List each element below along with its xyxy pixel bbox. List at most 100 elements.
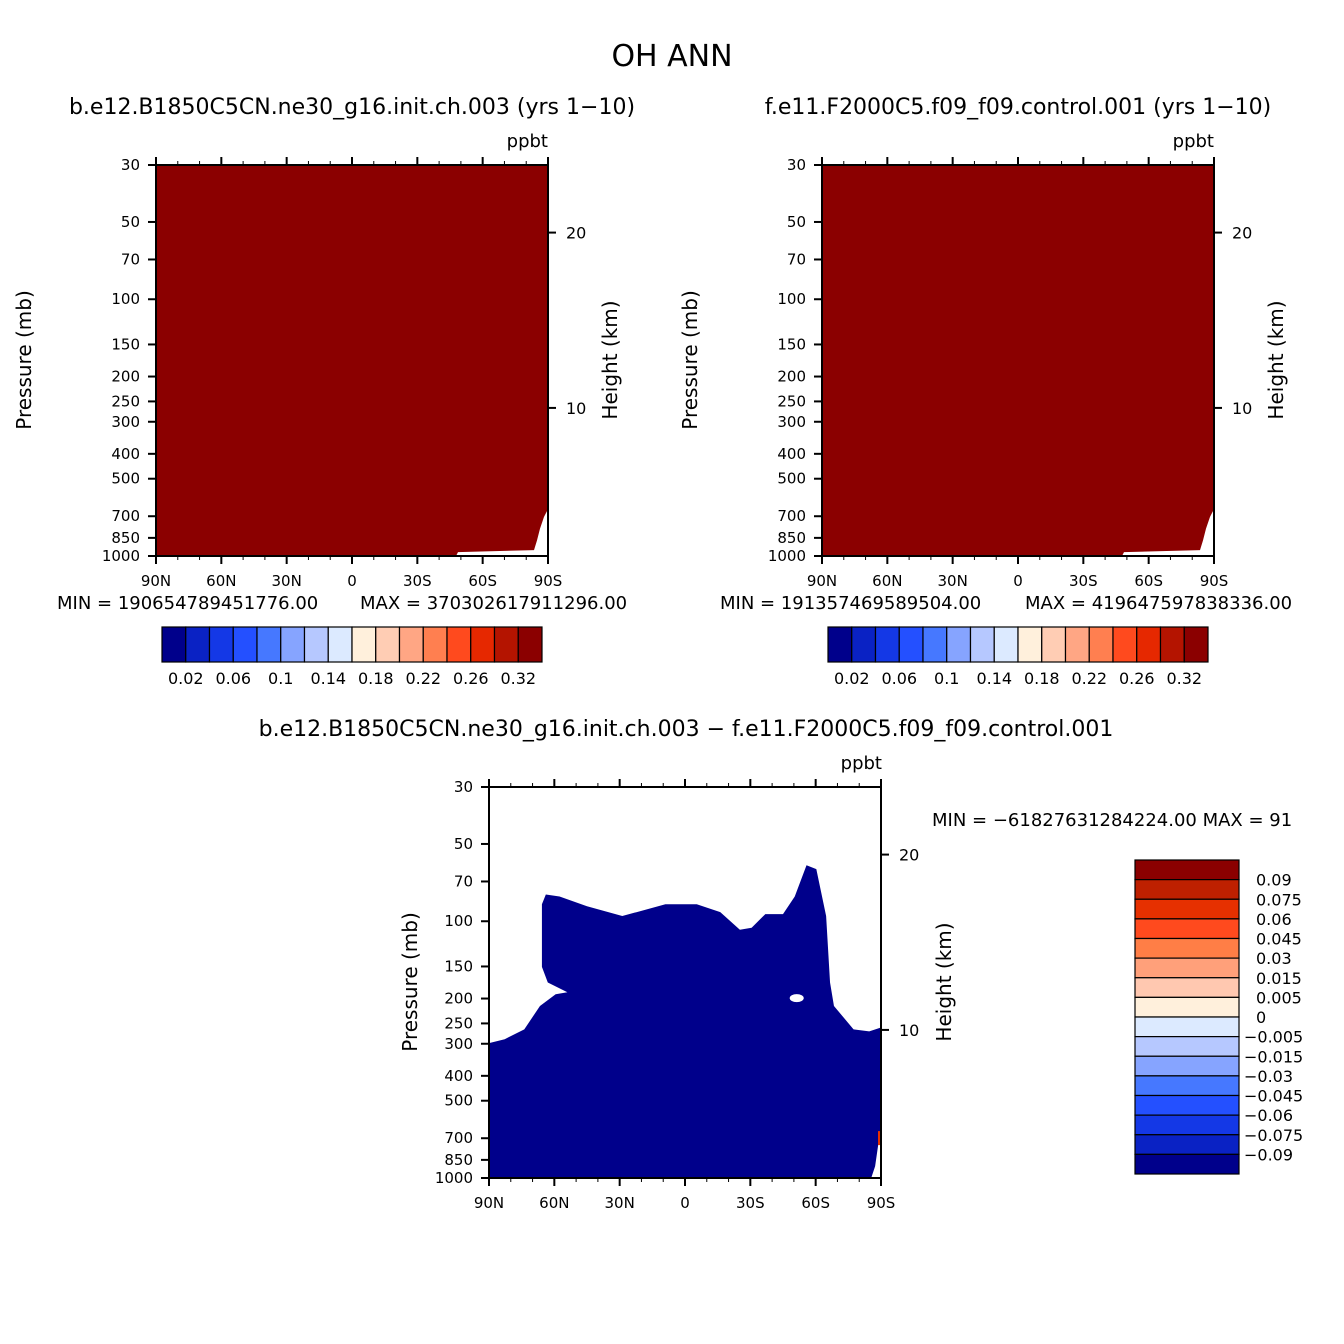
x-tick-label: 60N xyxy=(206,572,236,590)
colorbar-box xyxy=(1134,1094,1240,1116)
colorbar-box xyxy=(446,626,472,663)
colorbar-box xyxy=(303,626,329,663)
colorbar-box xyxy=(1017,626,1043,663)
colorbar-label: −0.03 xyxy=(1244,1067,1293,1086)
max-value-text: MAX = 370302617911296.00 xyxy=(360,593,627,614)
colorbar-label: 0.06 xyxy=(881,669,917,688)
colorbar-box xyxy=(208,626,234,663)
x-tick-label: 0 xyxy=(1013,572,1023,590)
y-axis-right-label: Height (km) xyxy=(932,922,956,1041)
colorbar-label: 0.02 xyxy=(834,669,870,688)
units-label: ppbt xyxy=(841,753,882,774)
colorbar-box xyxy=(398,626,424,663)
colorbar-label: 0.02 xyxy=(168,669,204,688)
x-tick-label: 30S xyxy=(403,572,432,590)
plot-area: 90N 60N 30N 0 30S 60S 90S 30 50 70 100 150 200 250 300… xyxy=(435,778,920,1212)
panel-title: b.e12.B1850C5CN.ne30_g16.init.ch.003 − f… xyxy=(259,717,1114,742)
y-tick-label: 700 xyxy=(111,507,140,525)
colorbar-box xyxy=(1041,626,1067,663)
y-tick-label: 400 xyxy=(444,1067,473,1085)
x-tick-label: 30S xyxy=(1069,572,1098,590)
y-tick-label: 700 xyxy=(777,507,806,525)
y-tick-label: 1000 xyxy=(435,1169,473,1187)
colorbar-label: −0.005 xyxy=(1244,1028,1303,1047)
colorbar-label: 0.03 xyxy=(1256,949,1292,968)
y-tick-label: 100 xyxy=(444,912,473,930)
field-gap xyxy=(789,994,804,1003)
colorbar-box xyxy=(422,626,448,663)
colorbar-box xyxy=(993,626,1019,663)
colorbar: 0.090.0750.060.0450.030.0150.0050−0.005−… xyxy=(1134,859,1303,1175)
x-tick-label: 90N xyxy=(141,572,171,590)
y-right-tick-label: 10 xyxy=(899,1021,919,1040)
x-tick-label: 0 xyxy=(680,1194,690,1212)
y-axis-label: Pressure (mb) xyxy=(678,290,702,430)
colorbar-box xyxy=(1136,626,1162,663)
y-tick-label: 400 xyxy=(111,445,140,463)
colorbar-box xyxy=(1134,1134,1240,1155)
x-tick-label: 30S xyxy=(736,1194,765,1212)
colorbar-box xyxy=(946,626,972,663)
colorbar-box xyxy=(517,626,543,663)
y-tick-label: 70 xyxy=(454,872,473,890)
x-tick-label: 60N xyxy=(539,1194,569,1212)
x-tick-label: 90N xyxy=(474,1194,504,1212)
colorbar-box xyxy=(1088,626,1114,663)
field-fill xyxy=(156,165,548,556)
y-tick-label: 300 xyxy=(111,413,140,431)
y-tick-label: 200 xyxy=(444,990,473,1008)
colorbar-label: 0.22 xyxy=(1071,669,1107,688)
colorbar-box xyxy=(1134,1114,1240,1136)
colorbar-label: −0.045 xyxy=(1244,1087,1303,1106)
colorbar-box xyxy=(1134,859,1240,881)
panel-title: b.e12.B1850C5CN.ne30_g16.init.ch.003 (yr… xyxy=(69,95,635,120)
y-axis-right-label: Height (km) xyxy=(598,300,622,419)
y-tick-label: 300 xyxy=(777,413,806,431)
colorbar-label: 0.14 xyxy=(976,669,1012,688)
y-tick-label: 50 xyxy=(787,213,806,231)
y-axis-label: Pressure (mb) xyxy=(398,912,422,1052)
y-right-tick-label: 20 xyxy=(1232,224,1252,243)
y-tick-label: 250 xyxy=(777,392,806,410)
min-max-value-text: MIN = −61827631284224.00 MAX = 91 xyxy=(932,810,1292,831)
colorbar-box xyxy=(851,626,877,663)
min-value-text: MIN = 190654789451776.00 xyxy=(57,593,318,614)
colorbar-box xyxy=(1134,879,1240,900)
y-axis-label: Pressure (mb) xyxy=(12,290,36,430)
y-tick-label: 200 xyxy=(777,368,806,386)
x-tick-label: 60N xyxy=(872,572,902,590)
y-tick-label: 30 xyxy=(787,156,806,174)
colorbar-label: 0.14 xyxy=(310,669,346,688)
y-tick-label: 500 xyxy=(777,470,806,488)
colorbar-box xyxy=(327,626,353,663)
panel-difference: b.e12.B1850C5CN.ne30_g16.init.ch.003 − f… xyxy=(259,717,1304,1212)
colorbar-label: 0.18 xyxy=(358,669,394,688)
y-tick-label: 70 xyxy=(787,250,806,268)
colorbar-label: −0.09 xyxy=(1244,1145,1293,1164)
colorbar-label: 0.075 xyxy=(1256,890,1302,909)
colorbar-label: 0.26 xyxy=(1119,669,1155,688)
x-tick-label: 0 xyxy=(347,572,357,590)
min-value-text: MIN = 191357469589504.00 xyxy=(720,593,981,614)
y-axis-right-label: Height (km) xyxy=(1264,300,1288,419)
colorbar-box xyxy=(493,626,519,663)
colorbar-box xyxy=(1134,957,1240,979)
colorbar-label: 0.015 xyxy=(1256,969,1302,988)
y-tick-label: 50 xyxy=(121,213,140,231)
colorbar-box xyxy=(1134,977,1240,998)
colorbar-box xyxy=(280,626,306,663)
y-tick-label: 70 xyxy=(121,250,140,268)
colorbar-box xyxy=(1134,1153,1240,1175)
colorbar: 0.02 0.06 0.1 0.14 0.18 0.22 0.26 0.32 xyxy=(827,626,1209,688)
colorbar-box xyxy=(827,626,853,663)
colorbar-box xyxy=(375,626,401,663)
y-right-tick-label: 10 xyxy=(1232,399,1252,418)
panel-control-b-e12: b.e12.B1850C5CN.ne30_g16.init.ch.003 (yr… xyxy=(12,95,635,688)
field-fill xyxy=(822,165,1214,556)
colorbar-box xyxy=(1112,626,1138,663)
colorbar-box xyxy=(1183,626,1209,663)
panel-title: f.e11.F2000C5.f09_f09.control.001 (yrs 1… xyxy=(765,95,1271,120)
colorbar-label: 0.09 xyxy=(1256,871,1292,890)
colorbar-box xyxy=(969,626,995,663)
y-tick-label: 1000 xyxy=(102,547,140,565)
